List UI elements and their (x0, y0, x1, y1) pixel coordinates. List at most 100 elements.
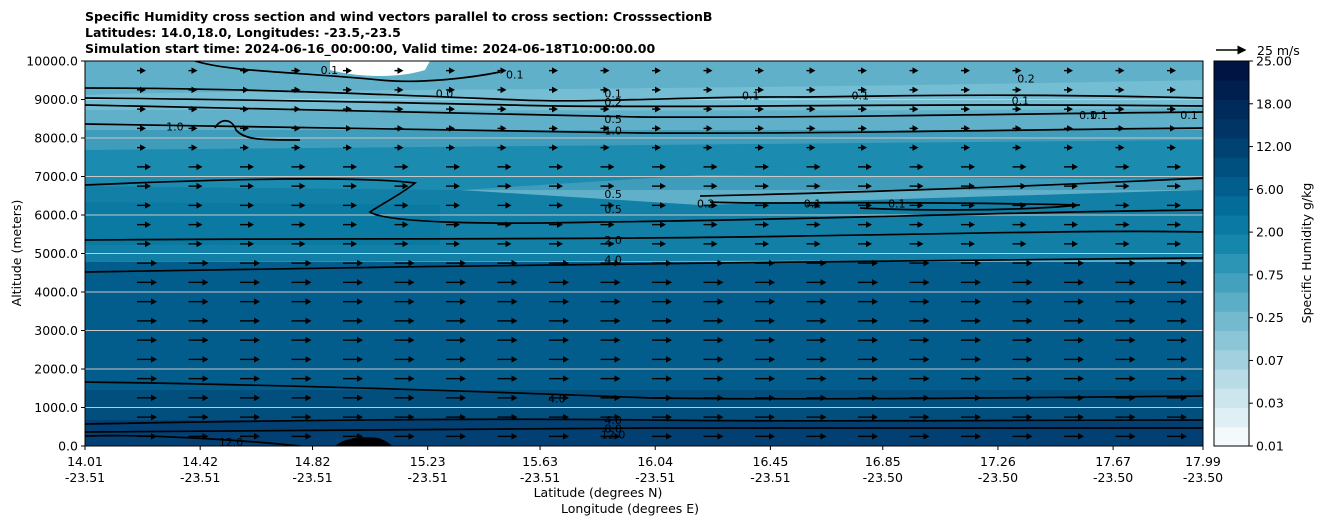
x-tick-label-lon: -23.50 (1093, 470, 1133, 485)
band-low (85, 390, 1203, 420)
wind-vector (600, 125, 610, 132)
wind-vector (137, 86, 146, 94)
wind-vector (240, 433, 260, 440)
wind-vector (1064, 433, 1084, 440)
wind-vector (755, 317, 775, 325)
wind-vector (703, 317, 724, 325)
wind-vector (600, 394, 621, 402)
wind-vector (343, 317, 363, 325)
wind-vector (1012, 356, 1033, 363)
wind-vector (703, 202, 718, 209)
wind-vector (240, 67, 249, 74)
wind-vector (291, 202, 306, 209)
y-tick-label: 1000.0 (34, 400, 78, 415)
wind-vector (755, 144, 764, 151)
wind-vector (755, 375, 775, 382)
wind-vector (1167, 182, 1181, 190)
wind-vector (240, 125, 249, 132)
x-tick-label-lat: 15.63 (522, 454, 558, 469)
contour-0-2-mid (709, 201, 1081, 211)
wind-vector (858, 298, 878, 305)
contour-label: 4.0 (548, 393, 566, 406)
colorbar-segment (1214, 61, 1249, 81)
wind-vector (755, 413, 775, 421)
wind-vector (652, 240, 666, 248)
colorbar-segment (1214, 99, 1249, 120)
wind-vector (1167, 163, 1181, 171)
chart-title-line-2: Latitudes: 14.0,18.0, Longitudes: -23.5,… (85, 25, 401, 40)
wind-vector (909, 317, 930, 325)
wind-vector (909, 221, 924, 228)
wind-vector (137, 125, 146, 132)
wind-vector (394, 86, 404, 94)
contour-label: 0.1 (742, 90, 760, 103)
wind-vector (240, 221, 254, 228)
wind-vector (137, 279, 157, 286)
contour-label: 0.1 (1012, 94, 1030, 107)
wind-vector (549, 375, 569, 382)
wind-vector (497, 163, 512, 171)
wind-vector (1012, 202, 1027, 209)
wind-vector (806, 221, 821, 228)
wind-vector (188, 279, 209, 286)
y-tick-label: 10000.0 (26, 54, 78, 69)
x-axis-ticks: 14.01-23.5114.42-23.5114.82-23.5115.23-2… (65, 446, 1223, 485)
wind-vector (446, 163, 460, 171)
wind-vector (755, 182, 769, 190)
wind-vector (497, 356, 518, 363)
wind-vector (806, 202, 821, 209)
colorbar-segment (1214, 215, 1249, 235)
band-plume (85, 202, 440, 245)
x-tick-label-lat: 17.99 (1185, 454, 1221, 469)
wind-vector (600, 144, 610, 151)
wind-vector (497, 433, 518, 440)
wind-vector (858, 413, 878, 421)
wind-vector (497, 105, 507, 113)
wind-vector (961, 317, 981, 325)
contour-12-0-surface (85, 434, 301, 446)
wind-vector (1064, 163, 1078, 171)
wind-vector (652, 259, 672, 267)
wind-vector (240, 375, 260, 382)
wind-vector (1064, 317, 1084, 325)
wind-vector (343, 433, 363, 440)
x-tick-label-lat: 16.45 (753, 454, 789, 469)
wind-vector (1167, 240, 1181, 248)
wind-vector (703, 163, 718, 171)
wind-vector (600, 86, 610, 94)
wind-vector (1064, 336, 1084, 344)
wind-vector (446, 221, 460, 228)
wind-vector (291, 221, 306, 228)
wind-vector (137, 105, 146, 113)
wind-vector (652, 279, 672, 286)
wind-vector (291, 105, 301, 113)
colorbar-segment (1214, 118, 1249, 139)
wind-vector (343, 105, 352, 113)
wind-vector (394, 356, 415, 363)
wind-vector (188, 413, 209, 421)
wind-vector (446, 394, 466, 402)
wind-vector (394, 240, 409, 248)
wind-vector (394, 259, 415, 267)
wind-vector (1064, 298, 1084, 305)
wind-vector (961, 336, 981, 344)
wind-vector (858, 221, 872, 228)
wind-vector (961, 279, 981, 286)
wind-vector (652, 125, 661, 132)
x-tick-label-lat: 16.85 (865, 454, 901, 469)
wind-vector (806, 394, 827, 402)
wind-vector (549, 413, 569, 421)
wind-vector (858, 259, 878, 267)
contour-label: 0.2 (1017, 72, 1035, 85)
wind-vector (909, 202, 924, 209)
wind-vector (806, 259, 827, 267)
wind-vector (703, 240, 718, 248)
wind-vector (1064, 413, 1084, 421)
wind-vector (806, 356, 827, 363)
wind-vector (188, 336, 209, 344)
wind-vector (446, 375, 466, 382)
contour-0-5-upper (699, 177, 1203, 197)
wind-vector (703, 298, 724, 305)
wind-vector (1167, 144, 1176, 151)
